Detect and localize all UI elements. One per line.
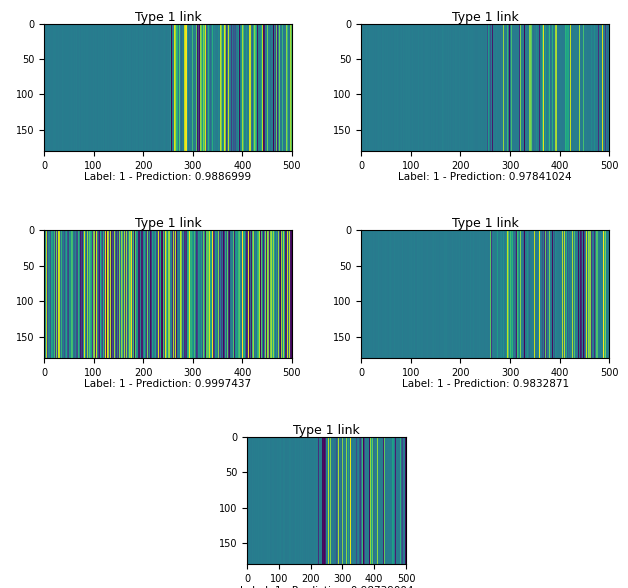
X-axis label: Label: 1 - Prediction: 0.9886999: Label: 1 - Prediction: 0.9886999 bbox=[84, 172, 251, 182]
Title: Type 1 link: Type 1 link bbox=[452, 11, 519, 24]
X-axis label: Label: 1 - Prediction: 0.9997437: Label: 1 - Prediction: 0.9997437 bbox=[84, 379, 251, 389]
X-axis label: Label: 1 - Prediction: 0.9832871: Label: 1 - Prediction: 0.9832871 bbox=[402, 379, 569, 389]
Title: Type 1 link: Type 1 link bbox=[134, 217, 202, 230]
X-axis label: Label: 1 - Prediction: 0.98739004: Label: 1 - Prediction: 0.98739004 bbox=[240, 586, 413, 588]
Title: Type 1 link: Type 1 link bbox=[134, 11, 202, 24]
Title: Type 1 link: Type 1 link bbox=[293, 424, 360, 437]
Title: Type 1 link: Type 1 link bbox=[452, 217, 519, 230]
X-axis label: Label: 1 - Prediction: 0.97841024: Label: 1 - Prediction: 0.97841024 bbox=[398, 172, 572, 182]
